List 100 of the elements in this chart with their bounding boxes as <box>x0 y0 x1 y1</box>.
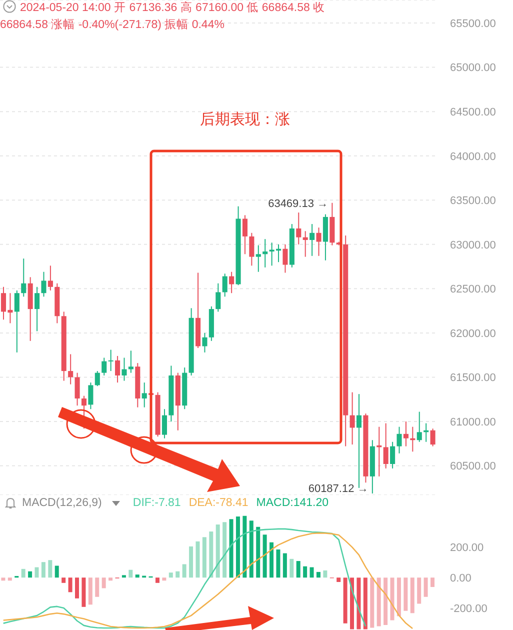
candlestick <box>383 422 388 469</box>
bar <box>209 532 214 578</box>
candlestick <box>68 354 74 385</box>
candlestick <box>21 258 26 298</box>
text: DEA:-78.41 <box>188 497 250 509</box>
bar <box>236 516 240 578</box>
y-tick-label: 60500.00 <box>450 460 496 473</box>
candlestick <box>229 271 234 294</box>
candlestick <box>122 357 127 382</box>
candlestick <box>390 441 396 469</box>
bar <box>396 578 401 616</box>
candlestick <box>350 392 355 446</box>
bar <box>21 568 26 578</box>
bar <box>296 561 300 578</box>
bar <box>370 578 374 628</box>
bar <box>222 522 227 578</box>
candlestick <box>34 286 40 332</box>
bar <box>28 571 32 578</box>
y-tick-label: 61500.00 <box>450 372 496 384</box>
y-tick-label: 0.00 <box>450 572 472 584</box>
candlestick <box>142 382 147 408</box>
candlestick <box>48 265 53 291</box>
bar <box>430 578 434 587</box>
chart-title: MACD(12,26,9) <box>22 497 102 509</box>
bar <box>410 578 414 614</box>
y-tick-label: 62000.00 <box>450 328 496 340</box>
bar <box>350 578 354 630</box>
candlestick <box>256 244 261 272</box>
candlestick <box>396 426 402 454</box>
candlestick <box>202 332 208 353</box>
bar <box>8 578 12 581</box>
candlestick <box>14 290 20 353</box>
bar <box>262 534 267 578</box>
candlestick <box>356 394 362 488</box>
bar <box>310 567 314 578</box>
bar <box>404 578 408 611</box>
bar <box>74 578 79 598</box>
candlestick <box>128 350 134 374</box>
bar <box>303 566 308 578</box>
y-tick-label: 63000.00 <box>450 239 496 252</box>
annotation: 后期表现：涨 <box>199 110 291 129</box>
candlestick <box>249 232 254 266</box>
candlestick <box>216 282 221 312</box>
bar <box>424 578 428 597</box>
candlestick <box>310 224 315 256</box>
candlestick <box>41 271 46 298</box>
bar <box>323 570 328 578</box>
candlestick <box>88 382 94 410</box>
candlestick <box>222 273 228 298</box>
candlestick <box>94 370 100 387</box>
bar <box>128 570 133 578</box>
bar <box>189 546 194 578</box>
bar <box>176 571 180 578</box>
candlestick <box>403 421 408 447</box>
candlestick <box>262 238 268 268</box>
bar <box>282 553 287 578</box>
bar <box>256 526 260 578</box>
annotation: 2024-05-20 14:00 开 67136.36 高 67160.00 低 66864.58 收 66864.58 涨幅 -0.40%(-271.78) 振幅 0.44% <box>0 0 326 33</box>
bar <box>343 578 348 624</box>
bar <box>135 574 140 578</box>
bar <box>102 578 106 588</box>
bar <box>376 578 381 626</box>
candlestick <box>74 372 80 406</box>
bar <box>202 537 206 578</box>
candlestick <box>108 349 114 372</box>
bar <box>249 520 254 578</box>
candlestick <box>430 428 436 447</box>
bar <box>62 578 66 583</box>
y-tick-label: 65500.00 <box>450 18 496 30</box>
bar <box>54 566 59 578</box>
bar <box>356 578 361 630</box>
bar <box>390 578 394 620</box>
bar <box>168 572 173 578</box>
bar <box>1 578 6 581</box>
y-tick-label: 64500.00 <box>450 106 496 118</box>
bar <box>384 578 388 625</box>
bar <box>182 564 186 578</box>
y-tick-label: 63500.00 <box>450 195 496 208</box>
candlestick <box>242 214 248 255</box>
bar <box>363 578 368 630</box>
bar <box>417 578 422 604</box>
candlestick <box>162 408 168 439</box>
y-tick-label: 61000.00 <box>450 416 496 428</box>
candlestick <box>416 411 422 442</box>
bar <box>82 578 86 607</box>
bar <box>88 578 92 605</box>
annotation: 60187.12 → <box>308 483 368 495</box>
candlestick <box>282 244 288 274</box>
bar <box>276 549 280 578</box>
bar <box>68 578 72 592</box>
candlestick <box>316 227 322 256</box>
bar <box>162 578 166 581</box>
bar <box>122 575 126 578</box>
y-tick-label: 64000.00 <box>450 150 496 163</box>
bar <box>48 560 52 578</box>
y-tick-label: 65000.00 <box>450 62 496 74</box>
candlestick <box>296 212 302 245</box>
bar <box>34 567 39 578</box>
annotation: 63469.13 → <box>268 198 328 210</box>
bar <box>216 524 220 578</box>
